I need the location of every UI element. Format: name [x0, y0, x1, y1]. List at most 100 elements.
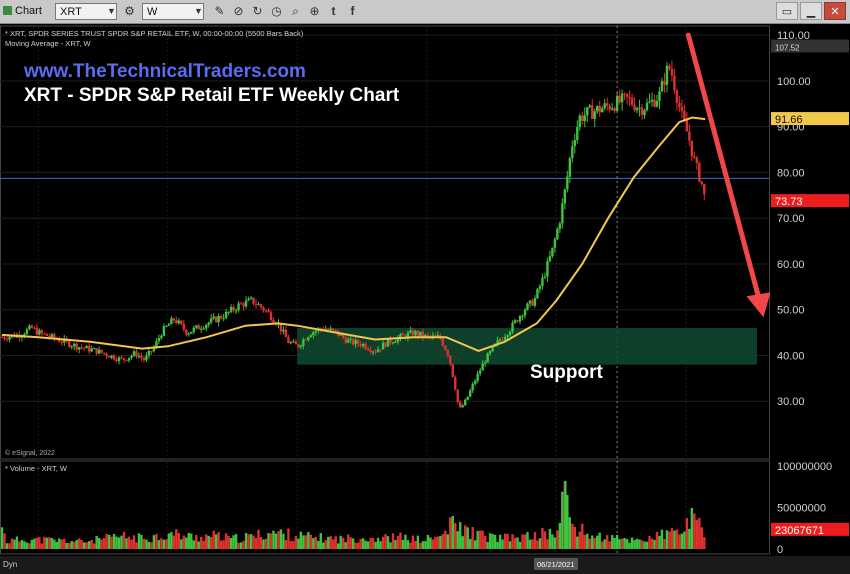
candle-body	[645, 102, 649, 111]
minimize-button[interactable]: ▁	[800, 2, 822, 20]
candle-body	[205, 324, 208, 329]
draw-icon[interactable]: ✎	[214, 4, 225, 18]
interval-input[interactable]: W	[142, 3, 204, 20]
volume-bar	[254, 537, 258, 549]
volume-bar	[185, 537, 188, 549]
volume-bar	[396, 535, 400, 549]
candle-body	[573, 140, 576, 147]
settings-icon[interactable]: ⚙	[124, 4, 135, 18]
candle-body	[63, 338, 66, 343]
link-icon[interactable]: ⊘	[233, 4, 244, 18]
volume-bars	[0, 480, 706, 549]
candle-body	[294, 341, 298, 345]
volume-bar	[322, 542, 325, 549]
candle-body	[341, 334, 345, 338]
candle-body	[419, 331, 422, 336]
volume-bar	[309, 534, 313, 549]
volume-bar	[466, 527, 469, 549]
candle-body	[185, 329, 188, 335]
candle-body	[344, 337, 347, 343]
facebook-icon[interactable]: f	[350, 4, 355, 18]
volume-bar	[371, 538, 375, 549]
twitter-icon[interactable]: t	[331, 4, 336, 18]
candle-body	[503, 336, 507, 340]
restore-button[interactable]: ▭	[776, 2, 798, 20]
candle-body	[0, 337, 4, 339]
candle-body	[693, 156, 696, 158]
volume-bar	[160, 538, 163, 549]
volume-bar	[638, 539, 641, 549]
symbol-input[interactable]: XRT	[55, 3, 117, 20]
volume-bar	[344, 542, 347, 549]
volume-bar	[593, 538, 596, 549]
volume-axis[interactable]: 100000000 50000000 0	[777, 461, 832, 556]
search-icon[interactable]: ⌕	[292, 4, 299, 18]
candle-body	[234, 310, 238, 312]
candle-body	[576, 127, 579, 141]
candle-body	[307, 337, 310, 341]
candle-body	[586, 107, 589, 116]
candle-body	[299, 345, 303, 347]
close-button[interactable]: ✕	[824, 2, 846, 20]
candle-body	[25, 329, 29, 335]
refresh-icon[interactable]: ↻	[252, 4, 263, 18]
volume-bar	[244, 532, 248, 549]
volume-bar	[182, 535, 186, 549]
candle-body	[132, 351, 136, 356]
crosshair-date-box	[534, 558, 578, 570]
volume-bar	[568, 517, 572, 549]
volume-header: * Volume - XRT, W	[5, 464, 68, 473]
volume-bar	[501, 539, 504, 549]
volume-bar	[190, 533, 193, 549]
zoom-icon[interactable]: ⊕	[309, 4, 320, 18]
volume-bar	[658, 535, 661, 549]
candle-body	[628, 96, 631, 98]
candle-body	[339, 334, 342, 336]
price-chart[interactable]: 110.00100.0090.0080.0070.0060.0050.0040.…	[0, 24, 850, 574]
candle-body	[523, 309, 527, 316]
candle-body	[421, 331, 425, 338]
candle-body	[416, 331, 420, 336]
volume-bar	[583, 534, 586, 549]
volume-bar	[359, 538, 362, 549]
candle-body	[257, 304, 260, 306]
candle-body	[237, 303, 240, 311]
symbol-dropdown-icon[interactable]: ▼	[107, 6, 116, 16]
volume-bar	[685, 518, 689, 549]
dyn-label[interactable]: Dyn	[3, 560, 17, 569]
candle-body	[371, 351, 375, 353]
candle-body	[70, 346, 73, 348]
volume-bar	[481, 530, 484, 549]
volume-bar	[100, 539, 103, 549]
volume-bar	[394, 540, 397, 549]
volume-bar	[673, 530, 676, 549]
volume-bar	[115, 536, 118, 549]
interval-dropdown-icon[interactable]: ▼	[194, 6, 203, 16]
volume-bar	[324, 540, 327, 549]
candle-body	[431, 335, 435, 337]
candle-body	[85, 345, 88, 349]
candle-body	[60, 341, 63, 343]
volume-bar	[30, 539, 34, 549]
history-icon[interactable]: ◷	[271, 4, 282, 18]
candle-body	[680, 106, 684, 112]
volume-bar	[165, 539, 168, 549]
candle-body	[461, 405, 464, 408]
candle-body	[411, 330, 415, 336]
volume-bar	[35, 537, 39, 549]
candle-body	[444, 345, 447, 351]
volume-bar	[234, 534, 238, 549]
candle-body	[568, 158, 572, 177]
candle-body	[488, 351, 492, 354]
volume-bar	[18, 541, 21, 549]
candle-body	[177, 320, 181, 324]
volume-bar	[105, 533, 108, 549]
candle-body	[558, 223, 562, 229]
volume-bar	[312, 538, 315, 549]
down-arrow	[685, 32, 771, 318]
volume-bar	[401, 539, 405, 549]
candle-body	[526, 303, 529, 310]
candle-body	[361, 344, 365, 347]
volume-bar	[391, 533, 395, 549]
candle-body	[309, 335, 313, 338]
